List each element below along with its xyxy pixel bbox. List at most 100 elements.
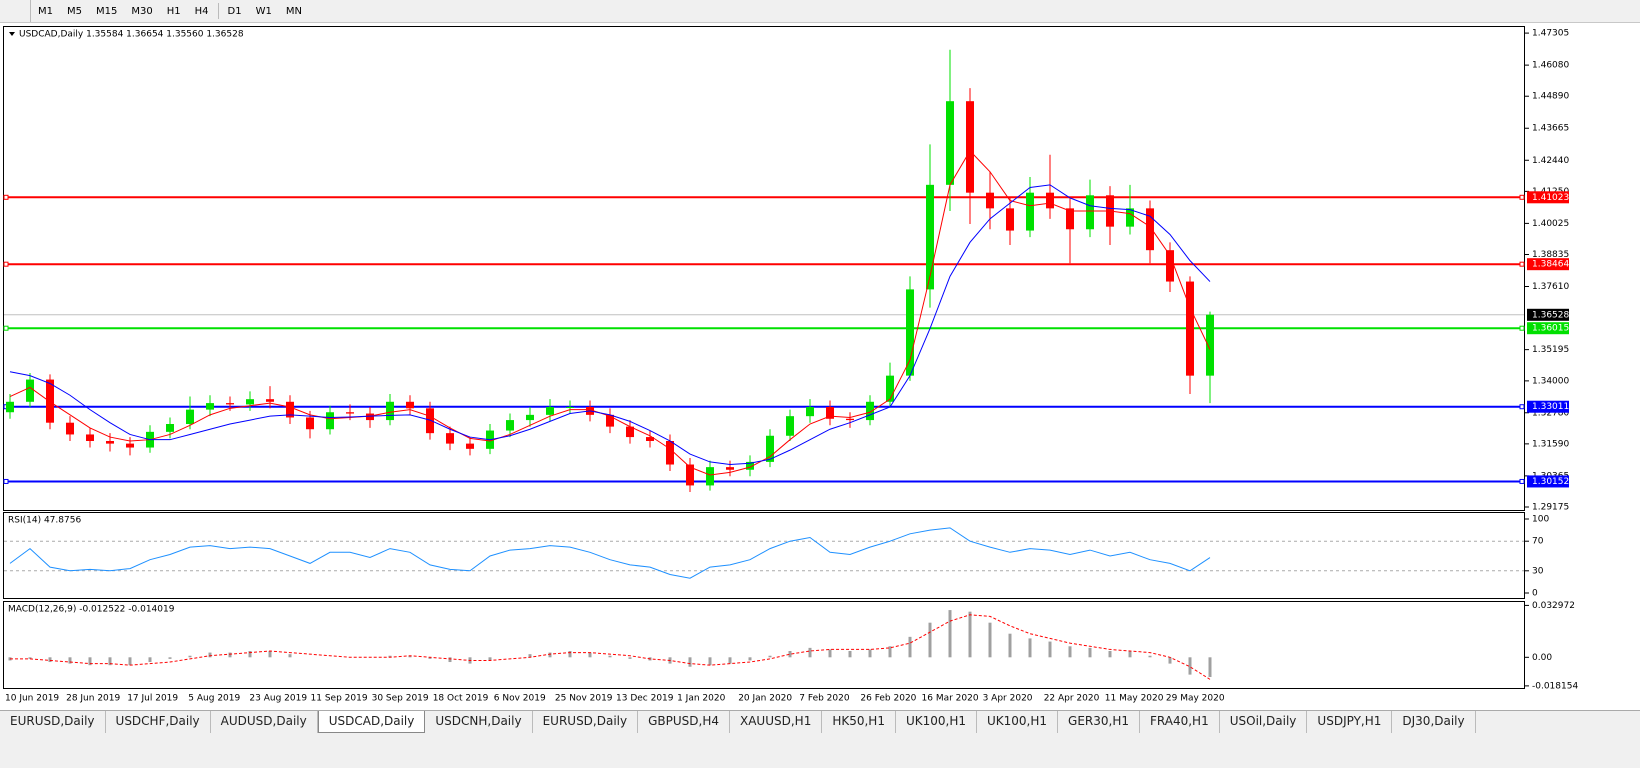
- x-tick-label: 5 Aug 2019: [188, 694, 240, 704]
- candle-body: [46, 379, 54, 423]
- timeframe-button[interactable]: MN: [285, 5, 302, 17]
- macd-bar: [208, 652, 212, 658]
- macd-bar: [268, 651, 272, 658]
- candle-body: [566, 407, 574, 409]
- timeframe-button[interactable]: M15: [96, 5, 118, 17]
- x-tick-label: 7 Feb 2020: [799, 694, 850, 704]
- symbol-tab[interactable]: HK50,H1: [822, 711, 896, 733]
- macd-bar: [868, 649, 872, 658]
- candle-body: [506, 420, 514, 431]
- symbol-tab[interactable]: GBPUSD,H4: [638, 711, 730, 733]
- candle-body: [186, 409, 194, 425]
- y-tick-label: 1.43665: [1532, 124, 1569, 134]
- candle-body: [1126, 208, 1134, 227]
- macd-bar: [108, 657, 112, 666]
- candle-body: [526, 414, 534, 421]
- candle-body: [866, 401, 874, 421]
- macd-pane: [3, 601, 1525, 689]
- candle-body: [126, 443, 134, 448]
- moving-average: [9, 150, 1211, 476]
- macd-bar: [588, 652, 592, 658]
- macd-header: MACD(12,26,9) -0.012522 -0.014019: [8, 605, 175, 615]
- symbol-tab[interactable]: EURUSD,Daily: [0, 711, 106, 733]
- candle-body: [86, 434, 94, 441]
- candle-body: [746, 461, 754, 470]
- symbol-tab[interactable]: USDJPY,H1: [1307, 711, 1393, 733]
- y-tick-label: 0.00: [1532, 653, 1552, 663]
- current-price-bg: [1527, 308, 1569, 321]
- candle-body: [706, 467, 714, 486]
- x-tick-label: 20 Jan 2020: [738, 694, 792, 704]
- symbol-tab[interactable]: USDCAD,Daily: [317, 711, 426, 733]
- symbol-tab[interactable]: UK100,H1: [896, 711, 977, 733]
- level-handle: [1519, 261, 1525, 267]
- macd-bar: [1148, 655, 1152, 658]
- x-tick-label: 3 Apr 2020: [983, 694, 1033, 704]
- macd-bar: [48, 657, 52, 663]
- candle-body: [986, 192, 994, 209]
- macd-bar: [848, 651, 852, 658]
- symbol-tab[interactable]: FRA40,H1: [1140, 711, 1220, 733]
- x-tick-label: 16 Mar 2020: [922, 694, 979, 704]
- macd-bar: [388, 655, 392, 658]
- y-tick-label: 100: [1532, 515, 1549, 525]
- candle-body: [1206, 314, 1214, 376]
- candle-body: [786, 416, 794, 436]
- symbol-tab[interactable]: DJ30,Daily: [1392, 711, 1476, 733]
- symbol-tab[interactable]: EURUSD,Daily: [533, 711, 639, 733]
- timeframe-button[interactable]: M5: [67, 5, 82, 17]
- y-tick-label: 1.42440: [1532, 156, 1569, 166]
- level-label: 1.38464: [1532, 260, 1569, 270]
- symbol-tabs: EURUSD,Daily USDCHF,Daily AUDUSD,Daily USDC…: [0, 710, 1640, 733]
- timeframe-button[interactable]: M1: [38, 5, 53, 17]
- symbol-tab[interactable]: USOil,Daily: [1220, 711, 1308, 733]
- candle-body: [406, 401, 414, 409]
- symbol-tab[interactable]: UK100,H1: [977, 711, 1059, 733]
- y-tick-label: 1.40025: [1532, 219, 1569, 229]
- candle-body: [386, 401, 394, 421]
- candle-body: [1146, 208, 1154, 251]
- symbol-tab[interactable]: GER30,H1: [1058, 711, 1140, 733]
- x-tick-label: 13 Dec 2019: [616, 694, 674, 704]
- timeframe-button[interactable]: H1: [166, 5, 181, 17]
- candle-body: [226, 403, 234, 405]
- candle-body: [726, 467, 734, 470]
- timeframe-button[interactable]: W1: [255, 5, 272, 17]
- rsi-pane: [3, 512, 1525, 599]
- level-label-bg: [1527, 191, 1569, 204]
- timeframe-button[interactable]: M30: [131, 5, 153, 17]
- macd-bar: [88, 657, 92, 666]
- macd-bar: [1068, 646, 1072, 658]
- macd-bar: [448, 657, 452, 663]
- macd-bar: [628, 657, 632, 659]
- symbol-tab[interactable]: USDCNH,Daily: [425, 711, 533, 733]
- y-tick-label: 1.44890: [1532, 92, 1569, 102]
- timeframe-button[interactable]: H4: [194, 5, 209, 17]
- level-handle: [1519, 404, 1525, 410]
- toolbar: M1 M5 M15 M30 H1 H4 D1 W1 MN: [0, 0, 1640, 23]
- level-handle: [3, 194, 9, 200]
- macd-bar: [688, 657, 692, 667]
- symbol-tab[interactable]: USDCHF,Daily: [106, 711, 211, 733]
- candle-body: [966, 101, 974, 193]
- x-tick-label: 23 Aug 2019: [249, 694, 307, 704]
- macd-bar: [968, 611, 972, 658]
- candle-body: [926, 184, 934, 290]
- y-tick-label: 70: [1532, 537, 1544, 547]
- symbol-tab[interactable]: AUDUSD,Daily: [211, 711, 318, 733]
- y-tick-label: 1.35195: [1532, 345, 1569, 355]
- candle-body: [1086, 195, 1094, 230]
- symbol-tab[interactable]: XAUUSD,H1: [730, 711, 823, 733]
- macd-bar: [168, 657, 172, 659]
- level-label-bg: [1527, 258, 1569, 271]
- timeframe-button[interactable]: D1: [227, 5, 242, 17]
- macd-bar: [608, 655, 612, 658]
- candle-body: [346, 412, 354, 414]
- candle-body: [6, 401, 14, 413]
- x-tick-label: 17 Jul 2019: [127, 694, 178, 704]
- macd-bar: [1188, 657, 1192, 675]
- macd-bar: [948, 610, 952, 658]
- x-tick-label: 28 Jun 2019: [66, 694, 120, 704]
- level-handle: [3, 478, 9, 484]
- candle-body: [686, 464, 694, 486]
